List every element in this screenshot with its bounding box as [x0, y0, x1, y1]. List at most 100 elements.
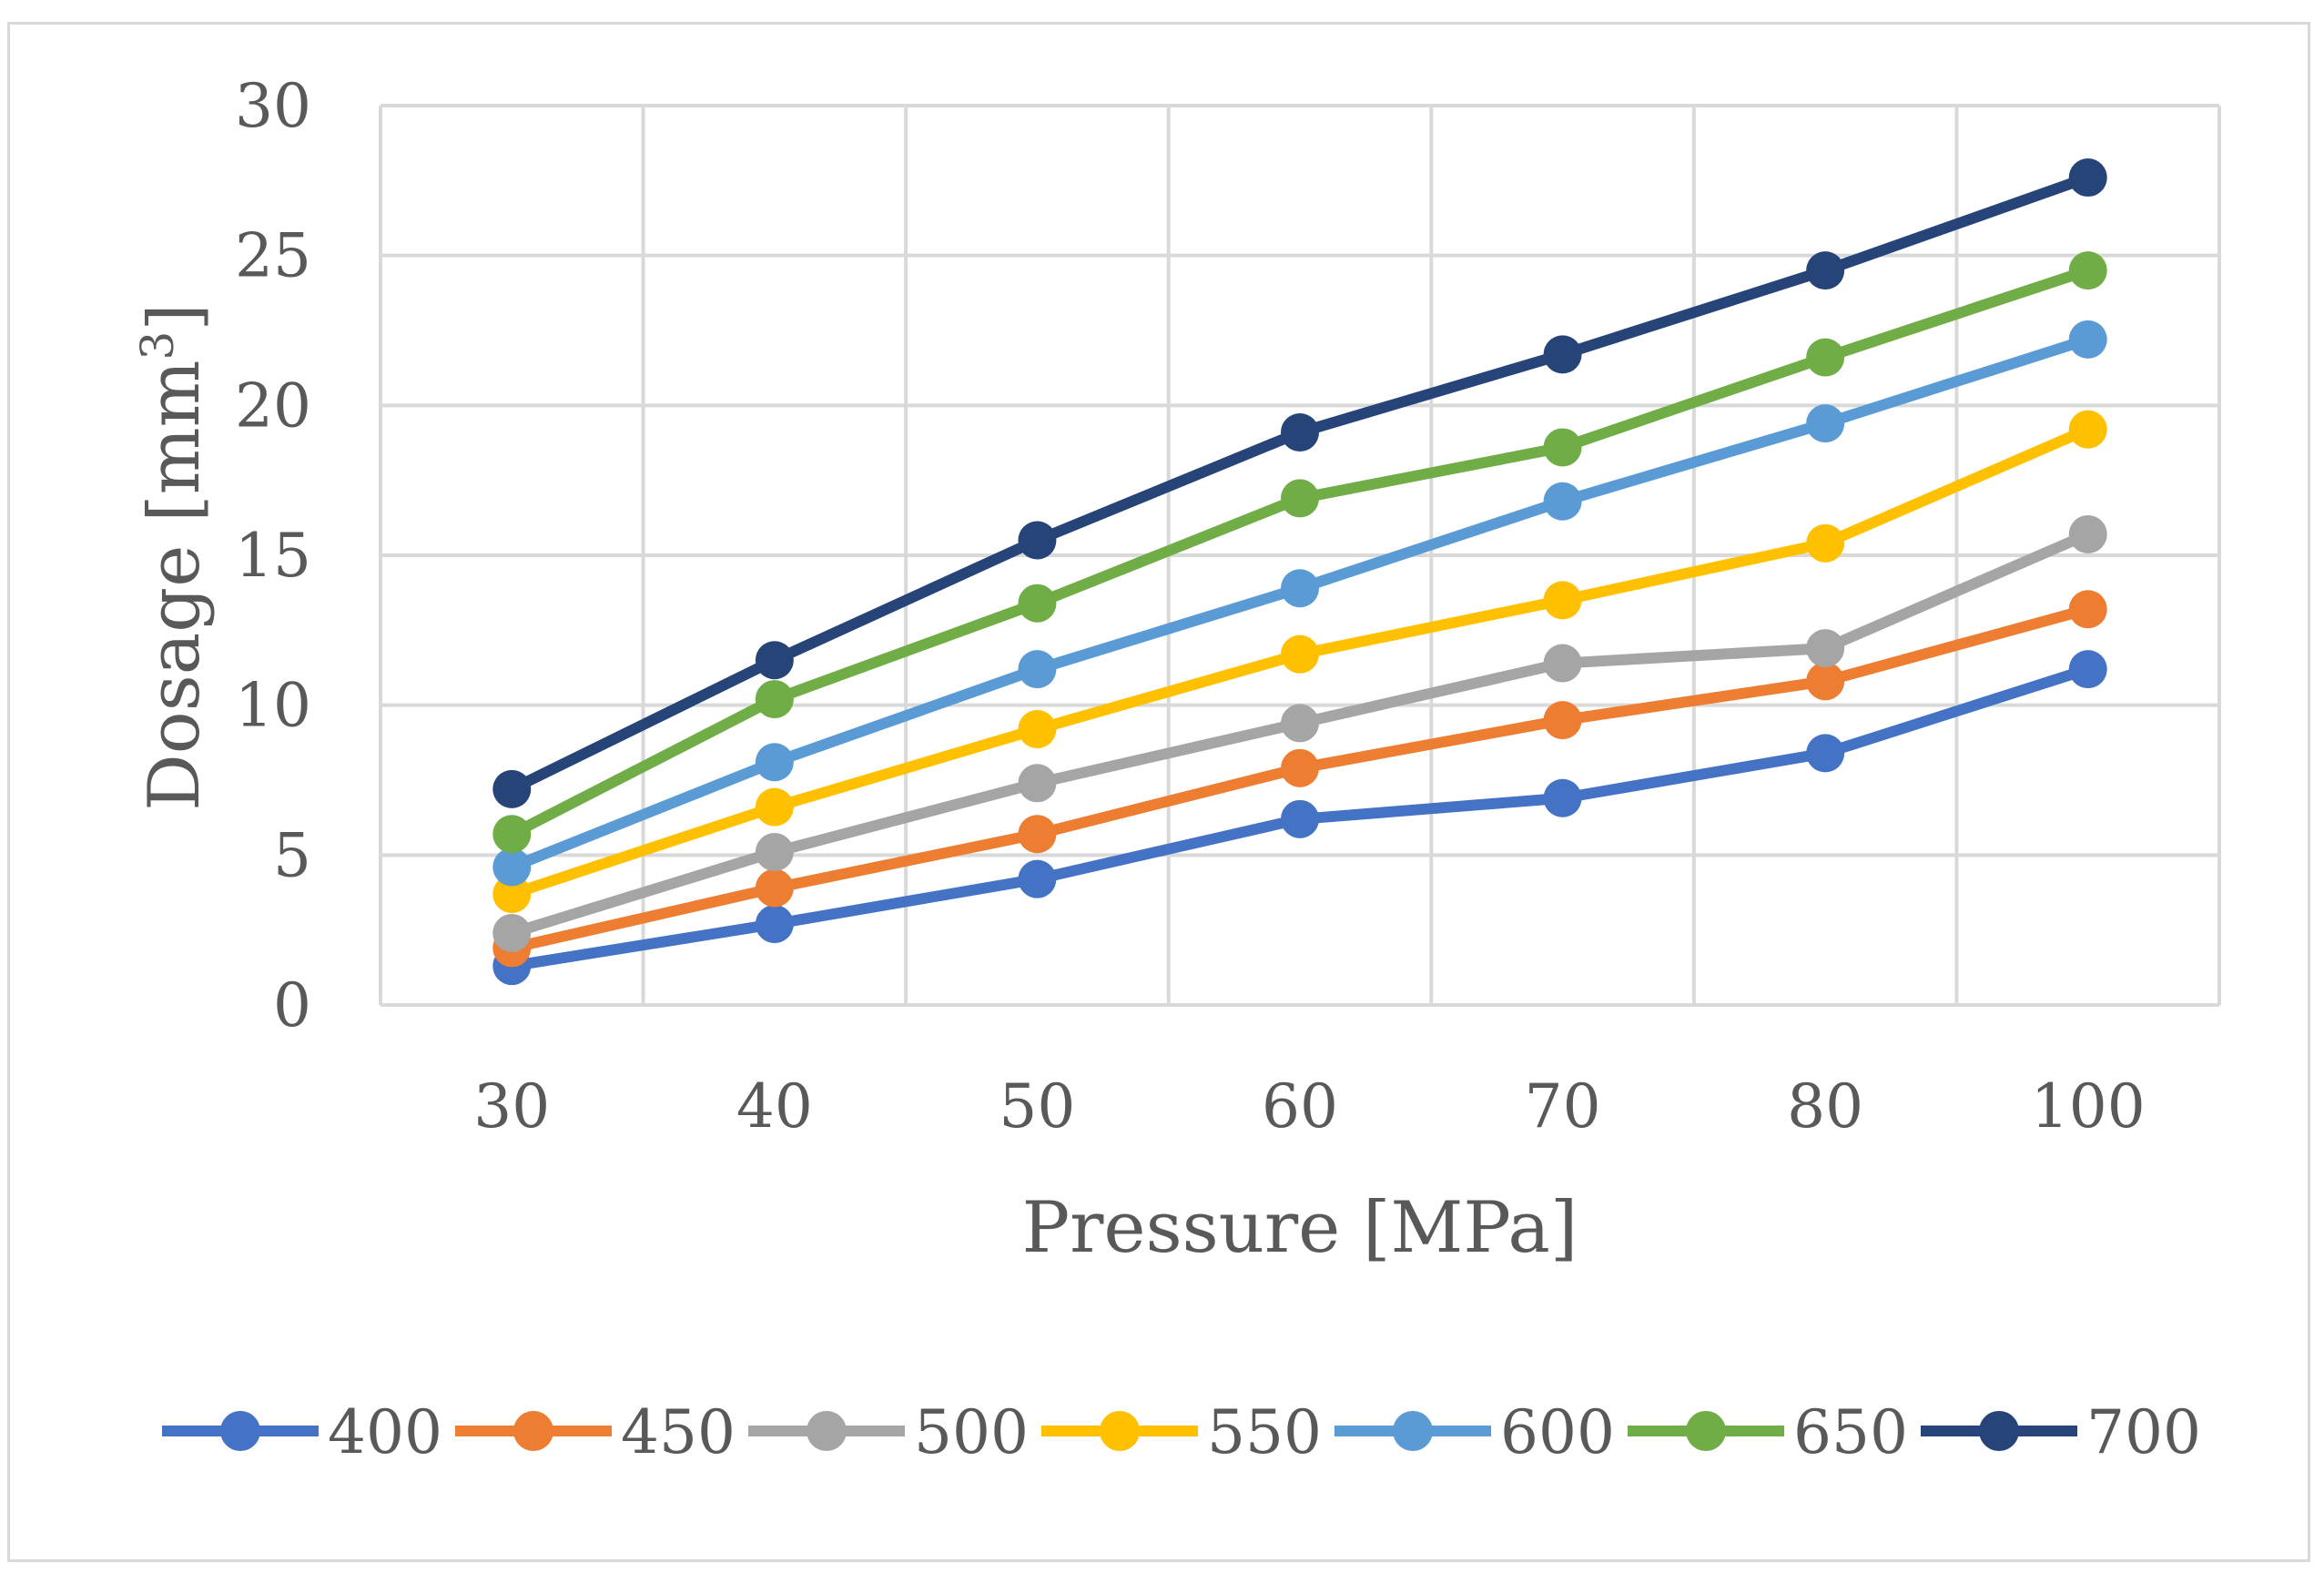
legend-label: 450	[621, 1397, 736, 1467]
legend-label: 600	[1500, 1397, 1615, 1467]
data-point-400	[1543, 778, 1582, 817]
data-point-700	[1018, 521, 1057, 560]
data-point-450	[755, 868, 794, 908]
data-point-600	[1543, 482, 1582, 521]
legend-marker	[513, 1411, 553, 1451]
data-point-650	[1281, 479, 1319, 518]
data-point-450	[1806, 662, 1845, 701]
legend-item-500: 500	[748, 1397, 1029, 1467]
data-point-650	[1806, 338, 1845, 377]
legend-item-600: 600	[1335, 1397, 1615, 1467]
data-point-700	[1281, 412, 1319, 452]
data-point-550	[2068, 410, 2107, 449]
legend-marker	[220, 1411, 260, 1451]
data-point-700	[492, 769, 532, 808]
data-point-700	[1543, 335, 1582, 374]
data-point-700	[1806, 251, 1845, 290]
data-point-550	[1543, 581, 1582, 620]
data-point-650	[2068, 251, 2107, 290]
data-point-500	[1806, 629, 1845, 668]
data-point-450	[1018, 815, 1057, 854]
legend-marker	[1100, 1411, 1140, 1451]
legend-marker	[1393, 1411, 1433, 1451]
y-tick-label: 5	[273, 820, 311, 890]
data-point-400	[1018, 859, 1057, 898]
data-point-500	[492, 913, 532, 952]
legend: 400 450 500 550 600 650 700	[162, 1397, 2201, 1467]
data-point-550	[492, 875, 532, 914]
legend-item-650: 650	[1628, 1397, 1908, 1467]
data-point-450	[1543, 701, 1582, 740]
x-tick-label: 50	[999, 1071, 1075, 1142]
y-axis-ticks: 0 5 10 15 20 25 30	[235, 71, 311, 1040]
legend-label: 500	[914, 1397, 1029, 1467]
legend-marker	[807, 1411, 847, 1451]
data-point-650	[1543, 428, 1582, 467]
data-point-400	[755, 905, 794, 944]
legend-item-550: 550	[1041, 1397, 1322, 1467]
data-point-600	[492, 847, 532, 887]
data-point-450	[1281, 748, 1319, 787]
y-axis-title: Dosage [mm3]	[131, 303, 216, 811]
x-tick-label: 80	[1787, 1071, 1863, 1142]
legend-marker	[1686, 1411, 1726, 1451]
legend-item-400: 400	[162, 1397, 442, 1467]
data-point-600	[1018, 650, 1057, 689]
y-tick-label: 30	[235, 71, 311, 141]
y-axis-title-superscript: 3	[131, 331, 184, 360]
x-tick-label: 70	[1525, 1071, 1601, 1142]
x-tick-label: 40	[736, 1071, 813, 1142]
data-point-500	[1018, 764, 1057, 803]
y-axis-title-main: Dosage [mm	[134, 360, 216, 810]
y-tick-label: 25	[235, 221, 311, 291]
legend-marker	[1979, 1411, 2019, 1451]
legend-label: 550	[1207, 1397, 1322, 1467]
data-point-500	[2068, 514, 2107, 553]
data-point-400	[1806, 734, 1845, 773]
series-400	[492, 650, 2107, 986]
series-lines	[492, 158, 2107, 986]
y-tick-label: 0	[273, 970, 311, 1040]
data-point-600	[2068, 320, 2107, 359]
chart-frame	[7, 22, 2310, 1562]
x-tick-label: 30	[473, 1071, 550, 1142]
data-point-600	[1806, 404, 1845, 443]
series-700	[492, 158, 2107, 808]
y-tick-label: 20	[235, 370, 311, 441]
data-point-500	[1281, 704, 1319, 743]
series-600	[492, 320, 2107, 887]
x-tick-label: 60	[1262, 1071, 1338, 1142]
y-tick-label: 10	[235, 671, 311, 741]
data-point-450	[2068, 590, 2107, 629]
legend-item-700: 700	[1921, 1397, 2201, 1467]
data-point-600	[755, 743, 794, 782]
y-axis-title-end: ]	[134, 303, 216, 330]
legend-item-450: 450	[455, 1397, 736, 1467]
data-point-500	[755, 833, 794, 872]
data-point-550	[1806, 523, 1845, 563]
legend-label: 400	[328, 1397, 442, 1467]
data-point-550	[1281, 634, 1319, 674]
x-axis-title: Pressure [MPa]	[1022, 1187, 1578, 1269]
series-650	[492, 251, 2107, 854]
y-tick-label: 15	[235, 521, 311, 591]
legend-label: 650	[1793, 1397, 1908, 1467]
data-point-700	[2068, 158, 2107, 198]
x-axis-ticks: 30 40 50 60 70 80 100	[473, 1071, 2145, 1142]
series-550	[492, 410, 2107, 914]
x-tick-label: 100	[2031, 1071, 2146, 1142]
data-point-550	[1018, 710, 1057, 749]
data-point-400	[2068, 650, 2107, 689]
data-point-550	[755, 787, 794, 827]
data-point-650	[755, 680, 794, 719]
data-point-700	[755, 641, 794, 680]
data-point-500	[1543, 644, 1582, 683]
series-500	[492, 514, 2107, 952]
data-point-650	[492, 815, 532, 854]
grid-lines	[379, 104, 2221, 1007]
data-point-600	[1281, 569, 1319, 608]
legend-label: 700	[2086, 1397, 2201, 1467]
data-point-650	[1018, 584, 1057, 623]
data-point-400	[1281, 799, 1319, 838]
